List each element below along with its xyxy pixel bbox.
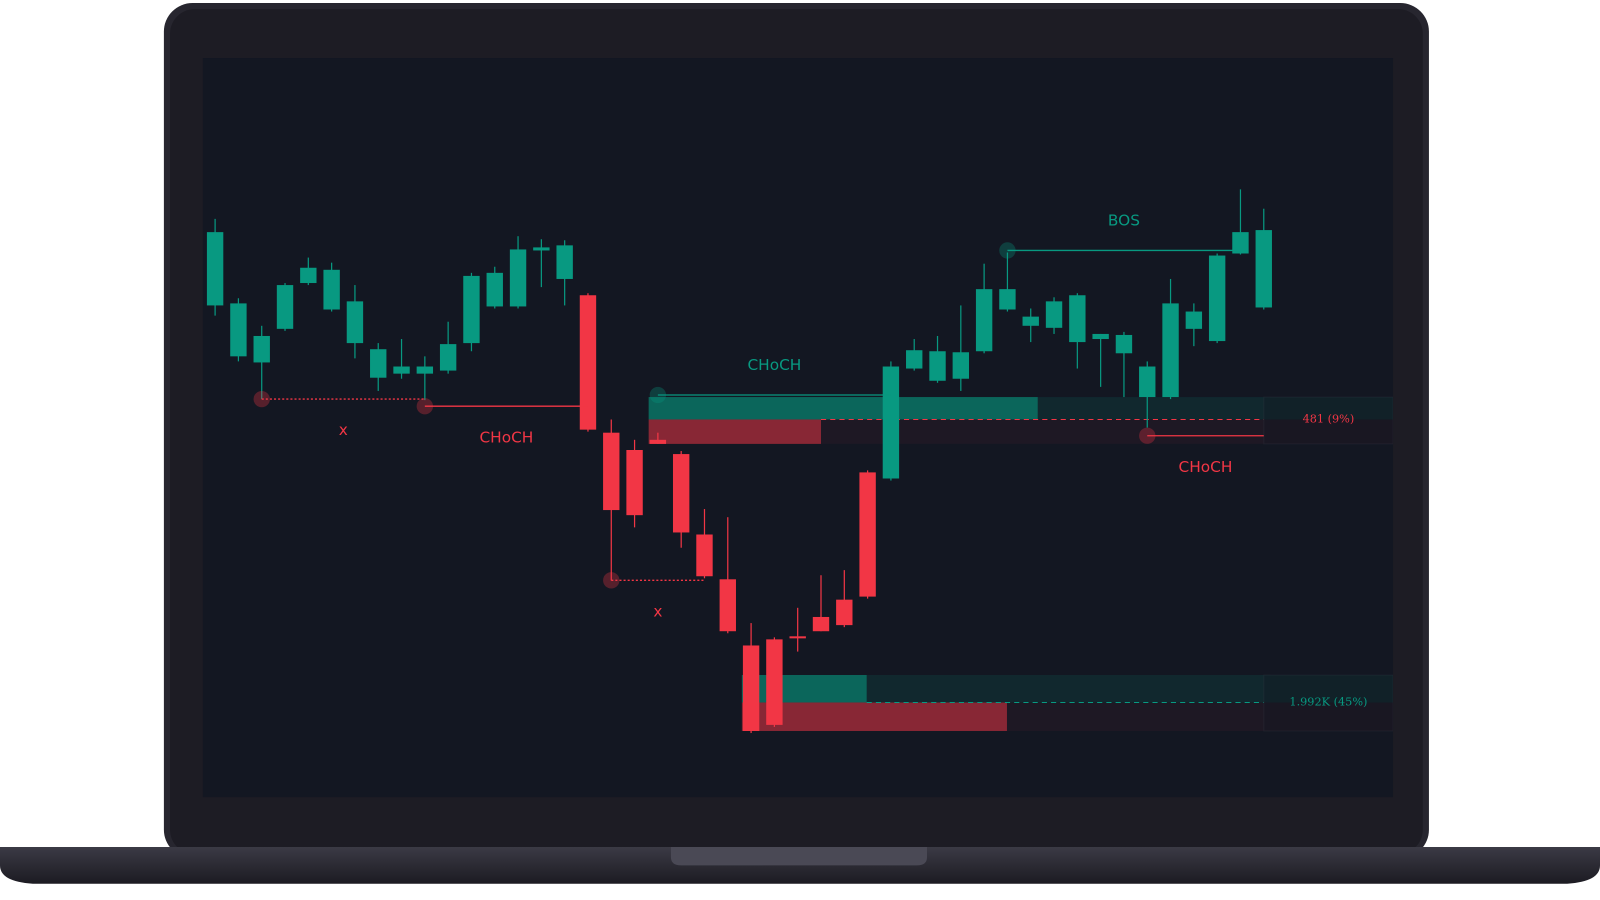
candle-body [1139, 366, 1156, 398]
chart: 481 (9%) 1.992K (45%) x CHoCH x CHoCH BOS CHoCH [206, 189, 1394, 734]
candle-body [906, 350, 923, 369]
candle-body [882, 366, 900, 479]
candle-body [812, 616, 830, 632]
zone-buy [741, 675, 867, 703]
candle-body [626, 450, 643, 516]
candle-body [276, 285, 294, 329]
candle-body [300, 267, 317, 284]
candle-body [579, 295, 597, 430]
candle-body [416, 366, 434, 374]
zone-sell [741, 702, 1007, 731]
candle-body [999, 289, 1016, 310]
candle-body [952, 352, 970, 379]
candle-body [370, 349, 387, 378]
candle-body [463, 275, 480, 344]
candle-body [1022, 316, 1039, 326]
candle-body [859, 472, 876, 597]
candle-body [533, 247, 550, 251]
zone-label: 481 (9%) [1303, 412, 1355, 425]
zone-label-box [1263, 396, 1394, 445]
candle-body [1208, 255, 1226, 342]
candle-body [1092, 333, 1109, 340]
candle-body [1255, 230, 1272, 308]
candle-body [742, 645, 760, 731]
candle-body [1115, 334, 1133, 354]
candle-body [1232, 232, 1249, 254]
candle-body [230, 303, 247, 357]
candle-body [672, 454, 690, 533]
candle-body [323, 269, 340, 310]
candle-body [1069, 295, 1086, 343]
candle-body [206, 232, 224, 306]
candle-body [836, 599, 853, 626]
candle-body [1185, 311, 1203, 329]
candle-body [1045, 301, 1063, 328]
candle-body [766, 639, 783, 725]
candle-body [929, 351, 946, 381]
zone-label-box [1263, 674, 1394, 732]
structure-label: x [653, 602, 662, 620]
candle-body [696, 534, 713, 577]
candle-body [1162, 303, 1179, 398]
candle-body [509, 249, 527, 307]
candle-body [439, 344, 457, 371]
zone-label: 1.992K (45%) [1289, 696, 1367, 709]
candle-body [346, 301, 364, 344]
candle-body [975, 289, 993, 352]
candle-body [789, 636, 806, 639]
structure-label: CHoCH [1179, 458, 1233, 476]
structure-label: CHoCH [747, 356, 801, 374]
candle-body [649, 439, 667, 444]
structure-label: CHoCH [479, 428, 533, 446]
candle-body [556, 245, 573, 279]
structure-label: BOS [1108, 211, 1140, 229]
zone-buy [648, 397, 1038, 420]
candle-body [719, 579, 736, 632]
structure-label: x [339, 421, 348, 439]
candle-body [486, 272, 503, 307]
candle-body [603, 432, 620, 511]
laptop-notch [670, 847, 928, 866]
candle-body [253, 335, 270, 363]
candle-body [393, 366, 410, 374]
zone-sell [648, 419, 821, 444]
